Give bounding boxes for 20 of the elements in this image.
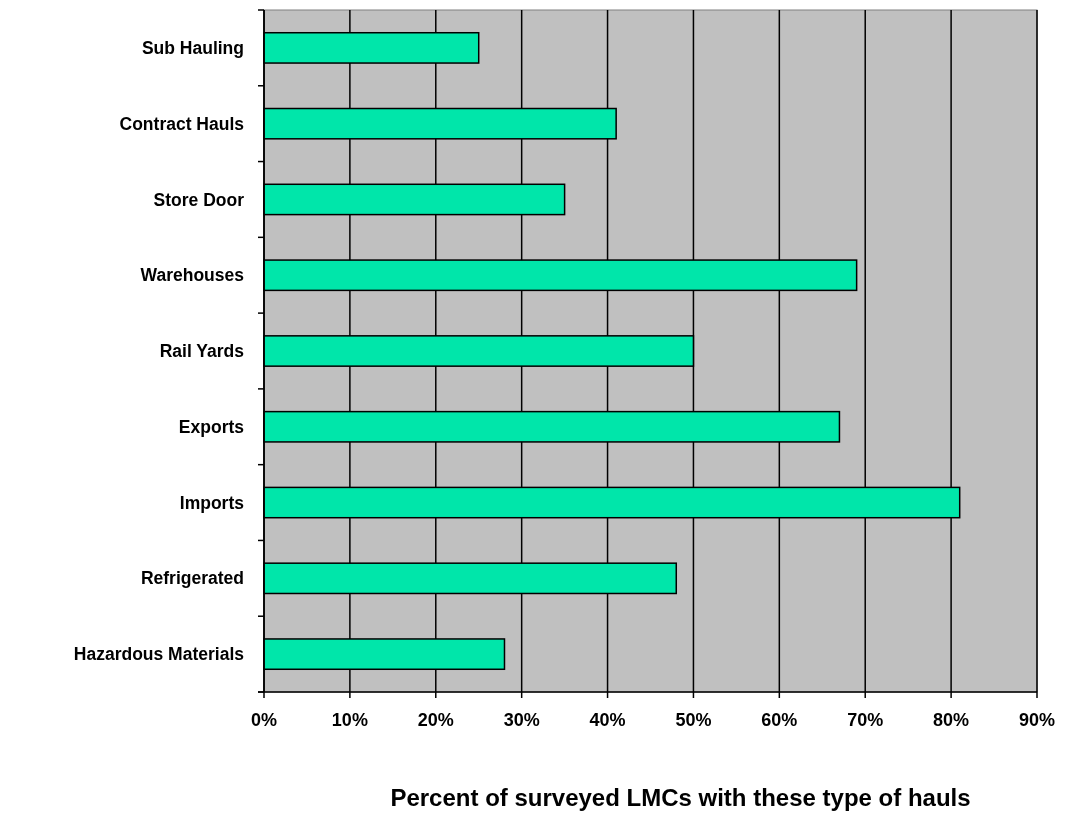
x-tick-label: 60%	[761, 710, 798, 730]
x-tick-label: 50%	[675, 710, 712, 730]
y-tick-label: Exports	[178, 416, 245, 437]
x-tick-label: 10%	[331, 710, 368, 730]
y-tick-label: Refrigerated	[140, 568, 244, 589]
x-axis-title: Percent of surveyed LMCs with these type of hauls	[390, 784, 971, 811]
x-tick-label: 80%	[933, 710, 970, 730]
x-tick-label: 0%	[250, 710, 278, 730]
y-tick-label: Rail Yards	[159, 341, 245, 362]
x-tick-label: 30%	[503, 710, 540, 730]
y-tick-label: Store Door	[153, 189, 245, 210]
x-tick-label: 90%	[1018, 710, 1056, 730]
x-tick-label: 70%	[847, 710, 884, 730]
y-tick-label: Imports	[179, 492, 245, 513]
x-tick-label: 40%	[589, 710, 626, 730]
y-tick-label: Sub Hauling	[141, 38, 244, 59]
y-tick-label: Hazardous Materials	[73, 644, 245, 665]
y-tick-label: Warehouses	[140, 265, 245, 286]
y-tick-label: Contract Hauls	[119, 113, 245, 134]
x-tick-label: 20%	[417, 710, 454, 730]
